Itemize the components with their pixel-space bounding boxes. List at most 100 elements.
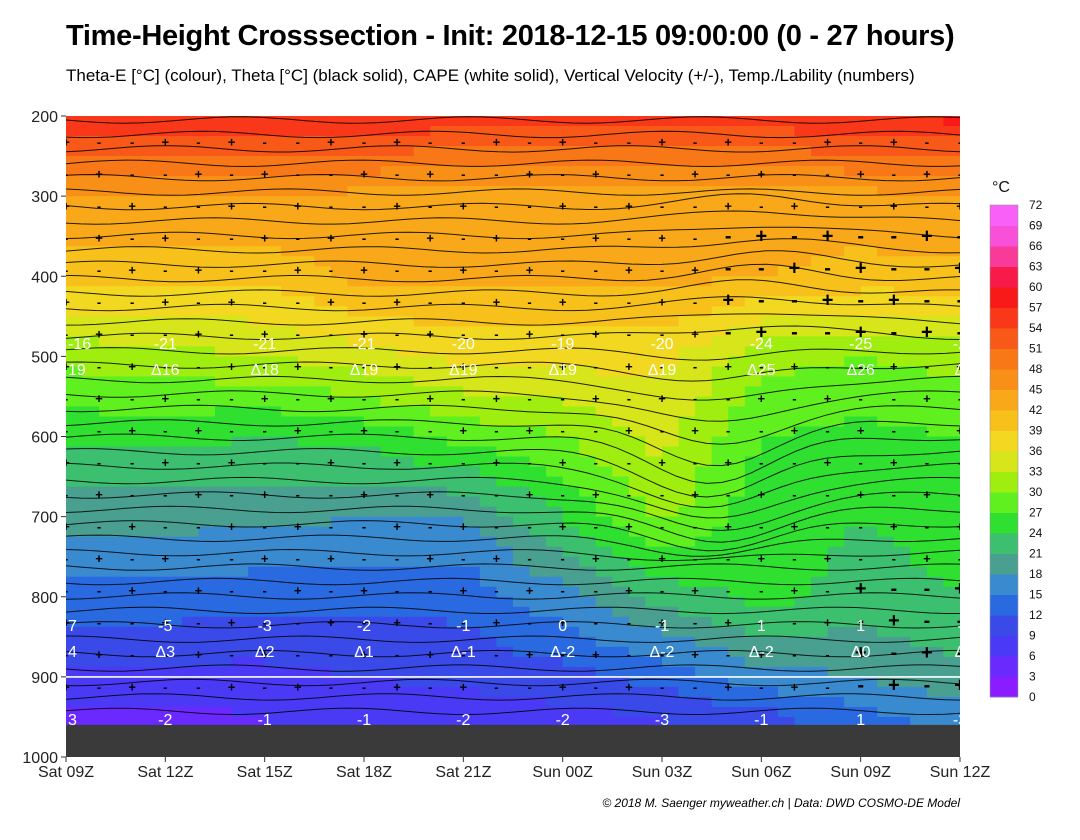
heat-cell [148, 706, 166, 718]
vertical-velocity-mark: - [163, 167, 167, 182]
heat-cell [231, 346, 249, 357]
heat-cell [662, 456, 680, 468]
heat-cell [695, 336, 713, 347]
vertical-velocity-mark: + [195, 647, 203, 662]
heat-cell [777, 696, 796, 708]
heat-cell [66, 426, 84, 438]
heat-cell [777, 126, 796, 137]
heat-cell [893, 236, 911, 247]
heat-cell [926, 576, 945, 588]
heat-cell [479, 546, 498, 558]
theta-isoline [66, 606, 960, 615]
heat-cell [628, 536, 647, 548]
heat-cell [562, 666, 580, 678]
heat-cell [579, 366, 597, 378]
heat-cell [380, 166, 398, 177]
heat-cell [99, 646, 117, 658]
heat-cell [330, 556, 349, 568]
heat-cell [66, 496, 84, 508]
heat-cell [115, 686, 133, 698]
heat-cell [595, 646, 613, 658]
heat-cell [595, 286, 613, 297]
heat-cell [82, 536, 100, 548]
heat-cell [744, 266, 762, 277]
heat-cell [529, 366, 547, 378]
heat-cell [330, 266, 349, 277]
vertical-velocity-mark: - [627, 615, 631, 630]
heat-cell [132, 706, 150, 718]
heat-cell [181, 346, 200, 357]
heat-cell [728, 646, 746, 658]
heat-cell [198, 696, 216, 708]
heat-cell [910, 666, 928, 678]
heat-cell [612, 656, 630, 668]
heat-cell [446, 136, 464, 147]
heat-cell [297, 216, 315, 227]
heat-cell [926, 156, 945, 167]
heat-cell [446, 676, 464, 688]
heat-cell [612, 536, 630, 548]
heat-cell [66, 586, 84, 598]
heat-cell [198, 536, 216, 548]
heat-cell [248, 496, 266, 508]
heat-cell [430, 576, 448, 588]
vertical-velocity-mark: + [592, 551, 600, 566]
heat-cell [463, 476, 481, 488]
vertical-velocity-mark: + [822, 290, 834, 312]
heat-cell [82, 576, 100, 588]
heat-cell [662, 626, 680, 638]
heat-cell [380, 376, 398, 388]
heat-cell [529, 656, 547, 668]
heat-cell [215, 396, 233, 408]
heat-cell [397, 376, 415, 388]
heat-cell [761, 426, 779, 438]
heat-cell [827, 136, 845, 147]
heat-cell [943, 166, 960, 177]
heat-cell [231, 126, 249, 137]
heat-cell [479, 126, 498, 137]
heat-cell [463, 116, 481, 127]
vertical-velocity-mark: - [726, 423, 730, 438]
heat-cell [380, 146, 398, 157]
vertical-velocity-mark: - [825, 519, 829, 534]
vertical-velocity-mark: + [294, 263, 302, 278]
heat-cell [248, 586, 266, 598]
vertical-velocity-mark: + [294, 359, 302, 374]
vertical-velocity-mark: + [62, 615, 70, 630]
heat-cell [943, 316, 960, 327]
lability-500-label: Δ19 [548, 362, 577, 379]
heat-cell [330, 426, 349, 438]
theta-isoline [66, 664, 960, 672]
heat-cell [446, 426, 464, 438]
heat-cell [579, 466, 597, 478]
heat-cell [728, 576, 746, 588]
heat-cell [943, 406, 960, 418]
vertical-velocity-mark: - [890, 322, 897, 344]
heat-cell [496, 176, 514, 187]
heat-cell [248, 256, 266, 267]
vertical-velocity-mark: + [956, 359, 964, 374]
heat-cell [794, 696, 812, 708]
heat-cell [99, 586, 117, 598]
heat-cell [761, 326, 779, 337]
heat-cell [761, 506, 779, 518]
vertical-velocity-mark: - [527, 679, 531, 694]
heat-cell [479, 526, 498, 538]
heat-cell [777, 396, 796, 408]
heat-cell [132, 326, 150, 337]
heat-cell [877, 466, 895, 478]
lability-850-label: Δ [955, 644, 966, 661]
heat-cell [546, 396, 564, 408]
heat-cell [695, 536, 713, 548]
vertical-velocity-mark: - [263, 615, 267, 630]
heat-cell [165, 466, 183, 478]
heat-cell [82, 596, 100, 608]
vertical-velocity-mark: - [395, 231, 399, 246]
heat-cell [827, 166, 845, 177]
heat-cell [165, 706, 183, 718]
heat-cell [479, 396, 498, 408]
heat-cell [844, 276, 862, 287]
heat-cell [744, 536, 762, 548]
vertical-velocity-mark: + [625, 359, 633, 374]
heat-cell [181, 616, 200, 628]
